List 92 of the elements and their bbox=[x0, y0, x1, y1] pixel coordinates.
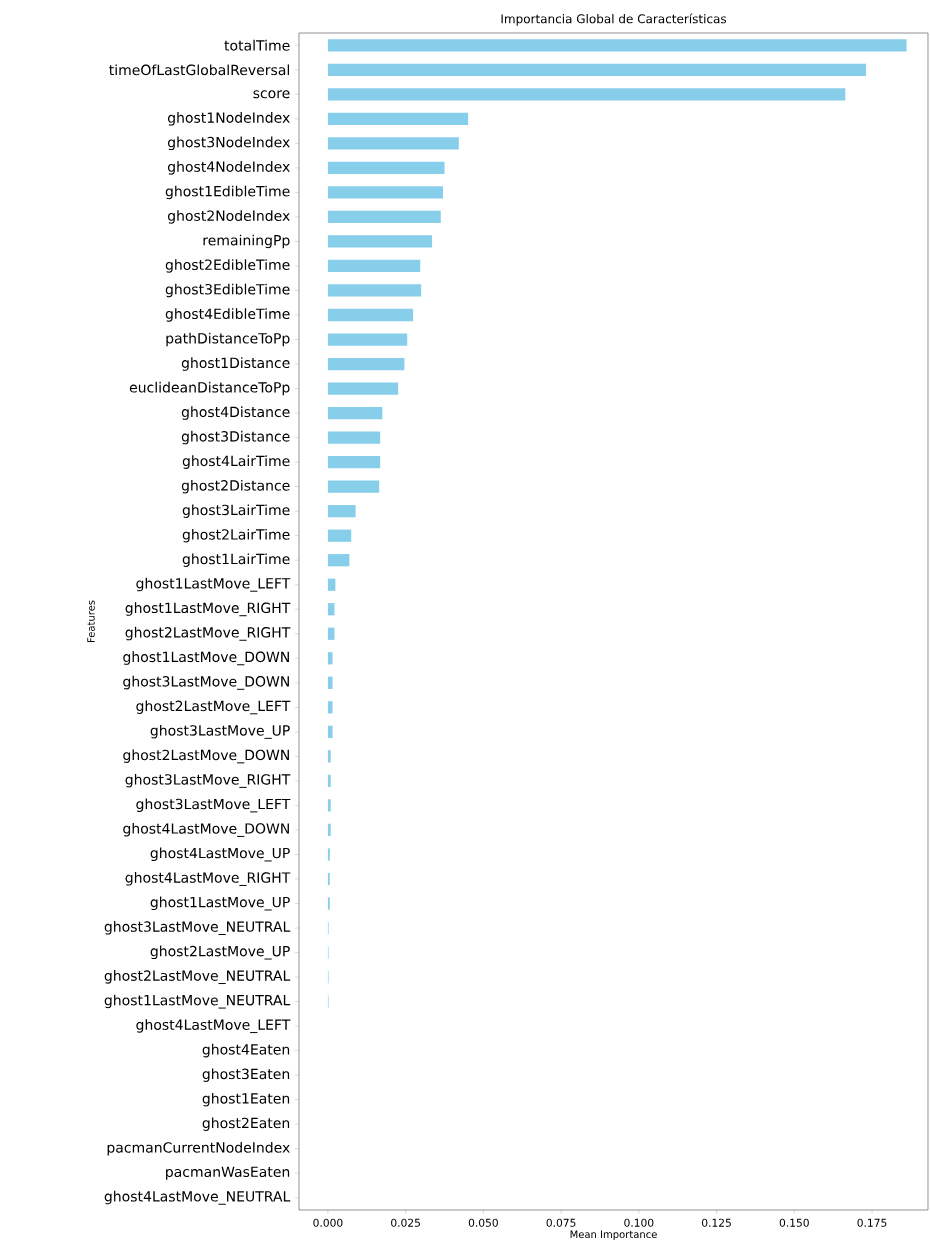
y-tick-label: ghost1LastMove_DOWN bbox=[123, 651, 289, 666]
y-tick-label: ghost2EdibleTime bbox=[165, 259, 290, 273]
y-tick-label: ghost3Eaten bbox=[202, 1068, 290, 1082]
bar bbox=[327, 39, 907, 52]
y-tick-label: ghost3LastMove_RIGHT bbox=[125, 773, 291, 788]
y-tick-label: ghost2Distance bbox=[181, 479, 290, 494]
y-tick-label: ghost4LastMove_RIGHT bbox=[125, 872, 291, 886]
bar bbox=[327, 406, 383, 420]
y-axis-title: Features bbox=[87, 600, 95, 643]
bar bbox=[327, 701, 333, 714]
y-tick-label: ghost2NodeIndex bbox=[167, 210, 290, 224]
x-tick-label: 0.125 bbox=[702, 1218, 731, 1227]
y-tick-label: ghost3LairTime bbox=[182, 504, 290, 518]
y-tick-label: ghost4Distance bbox=[181, 406, 290, 420]
y-tick-label: ghost1Distance bbox=[181, 357, 290, 371]
y-tick-label: pathDistanceToPp bbox=[166, 332, 290, 347]
y-tick-label: ghost3LastMove_NEUTRAL bbox=[104, 921, 291, 935]
bar bbox=[327, 652, 333, 665]
y-tick-label: ghost4LairTime bbox=[182, 455, 290, 469]
bar bbox=[327, 284, 422, 297]
bar bbox=[327, 676, 333, 689]
y-tick-label: ghost4LastMove_LEFT bbox=[136, 1019, 291, 1034]
y-tick-label: remainingPp bbox=[203, 234, 290, 249]
x-tick-label: 0.175 bbox=[857, 1218, 887, 1227]
y-tick-label: totalTime bbox=[224, 39, 290, 51]
y-tick-label: ghost3LastMove_UP bbox=[150, 724, 290, 739]
y-tick-label: ghost4LastMove_UP bbox=[150, 847, 290, 862]
y-tick-label: ghost3LastMove_DOWN bbox=[123, 675, 289, 690]
y-tick-label: ghost4LastMove_NEUTRAL bbox=[104, 1190, 291, 1205]
bar bbox=[327, 357, 405, 371]
bar bbox=[327, 63, 867, 76]
bar bbox=[327, 308, 414, 322]
y-tick-label: ghost3NodeIndex bbox=[167, 136, 290, 151]
bar bbox=[327, 529, 352, 542]
y-tick-label: ghost3LastMove_LEFT bbox=[136, 798, 291, 813]
bar bbox=[327, 186, 443, 199]
y-tick-label: ghost2LastMove_UP bbox=[150, 945, 290, 960]
bar bbox=[327, 235, 433, 248]
y-tick-label: ghost1LastMove_RIGHT bbox=[125, 602, 291, 617]
bar bbox=[327, 210, 441, 224]
y-tick-label: ghost1EdibleTime bbox=[165, 185, 290, 200]
bar bbox=[327, 137, 459, 150]
bar bbox=[327, 603, 335, 616]
y-tick-label: ghost4EdibleTime bbox=[165, 308, 290, 322]
bar bbox=[327, 627, 335, 640]
y-tick-label: ghost1NodeIndex bbox=[167, 112, 290, 126]
y-tick-label: ghost2LastMove_LEFT bbox=[136, 700, 291, 715]
bar bbox=[327, 112, 469, 125]
y-tick-label: ghost2LastMove_NEUTRAL bbox=[104, 970, 291, 985]
y-tick-label: ghost3EdibleTime bbox=[165, 283, 290, 298]
y-tick-label: pacmanCurrentNodeIndex bbox=[107, 1141, 290, 1156]
bar bbox=[327, 774, 331, 788]
y-tick-label: timeOfLastGlobalReversal bbox=[109, 64, 289, 76]
x-tick-label: 0.025 bbox=[391, 1218, 420, 1227]
bar bbox=[327, 725, 333, 738]
bar bbox=[327, 823, 331, 837]
bar bbox=[327, 750, 331, 763]
x-tick-label: 0.100 bbox=[624, 1218, 654, 1227]
bar bbox=[327, 799, 331, 812]
x-tick-label: 0.150 bbox=[779, 1218, 809, 1227]
y-tick-label: ghost3Distance bbox=[181, 430, 290, 445]
x-axis-title: Mean Importance bbox=[570, 1230, 657, 1240]
bar bbox=[327, 382, 399, 395]
bar bbox=[327, 259, 421, 273]
y-tick-label: ghost1LastMove_UP bbox=[150, 896, 290, 911]
y-tick-label: ghost1Eaten bbox=[202, 1092, 290, 1107]
bar bbox=[327, 88, 846, 101]
bar bbox=[327, 333, 408, 346]
bar bbox=[327, 455, 381, 469]
x-tick-label: 0.075 bbox=[546, 1218, 576, 1227]
bar bbox=[327, 480, 380, 493]
y-tick-label: ghost2LairTime bbox=[182, 528, 290, 543]
y-tick-label: ghost2Eaten bbox=[202, 1117, 290, 1131]
x-tick-label: 0.050 bbox=[468, 1218, 498, 1227]
x-tick-label: 0.000 bbox=[313, 1218, 343, 1227]
y-tick-label: pacmanWasEaten bbox=[166, 1166, 290, 1180]
y-tick-label: ghost1LastMove_NEUTRAL bbox=[104, 994, 291, 1009]
bar bbox=[327, 431, 381, 444]
bar bbox=[327, 505, 356, 518]
y-tick-label: ghost1LastMove_LEFT bbox=[136, 577, 291, 592]
bar bbox=[327, 578, 336, 591]
y-tick-label: ghost4NodeIndex bbox=[167, 161, 290, 175]
y-tick-label: ghost2LastMove_DOWN bbox=[123, 749, 289, 764]
bar bbox=[327, 161, 445, 175]
y-tick-label: score bbox=[253, 90, 290, 99]
y-tick-label: ghost1LairTime bbox=[182, 553, 290, 567]
chart-title: Importancia Global de Características bbox=[501, 13, 727, 26]
y-tick-label: ghost4Eaten bbox=[202, 1043, 290, 1058]
y-tick-label: euclideanDistanceToPp bbox=[129, 381, 290, 396]
bar bbox=[327, 554, 350, 567]
y-tick-label: ghost2LastMove_RIGHT bbox=[125, 626, 291, 641]
y-tick-label: ghost4LastMove_DOWN bbox=[123, 822, 289, 837]
